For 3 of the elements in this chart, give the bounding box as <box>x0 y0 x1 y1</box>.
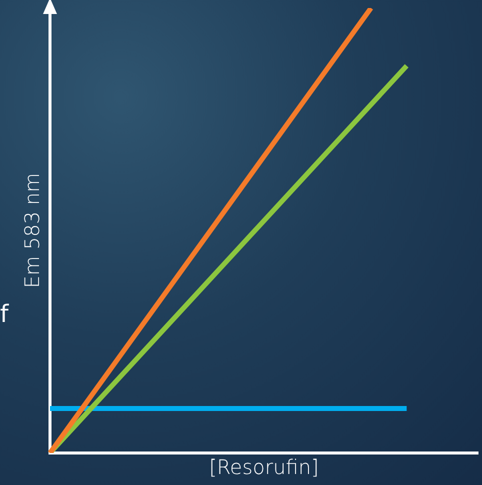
y-axis-title: Em 583 nm <box>20 172 44 288</box>
text: f <box>0 300 8 328</box>
x-axis-title: [Resorufin] <box>209 455 319 480</box>
